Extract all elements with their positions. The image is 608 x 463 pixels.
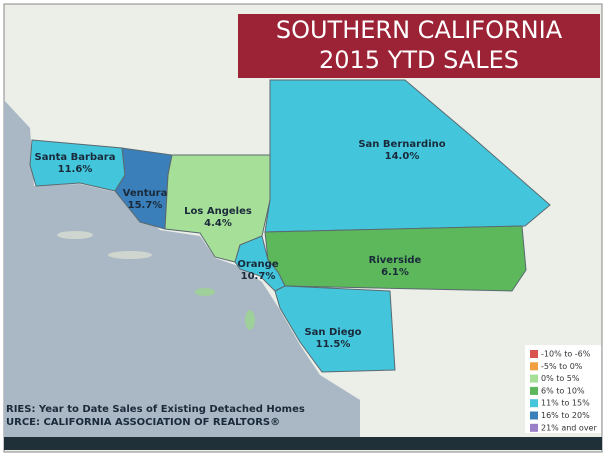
legend-swatch: [530, 386, 538, 395]
legend-label: -10% to -6%: [541, 350, 591, 359]
county-name: Los Angeles: [184, 206, 252, 217]
footer-text: URCE: CALIFORNIA ASSOCIATION OF REALTORS…: [6, 417, 280, 428]
footer-text: RIES: Year to Date Sales of Existing Det…: [6, 404, 305, 415]
county-value: 10.7%: [241, 271, 276, 282]
county-value: 11.6%: [58, 164, 93, 175]
legend-label: 0% to 5%: [541, 374, 580, 383]
county-name: Santa Barbara: [35, 152, 116, 163]
county-value: 4.4%: [204, 218, 232, 229]
title-box: [238, 14, 600, 78]
bottom-bar: [4, 437, 602, 450]
county-region: [274, 285, 396, 373]
county-value: 15.7%: [128, 200, 163, 211]
legend-swatch: [530, 423, 538, 432]
legend-label: 16% to 20%: [541, 411, 590, 420]
legend-swatch: [530, 362, 538, 371]
title: 2015 YTD SALES: [319, 46, 519, 74]
county-value: 11.5%: [316, 339, 351, 350]
legend-label: -5% to 0%: [541, 362, 583, 371]
county-name: San Diego: [304, 327, 361, 338]
island: [195, 288, 215, 296]
legend-label: 11% to 15%: [541, 399, 590, 408]
county-name: San Bernardino: [358, 139, 445, 150]
legend-swatch: [530, 399, 538, 408]
county-region: [264, 79, 551, 233]
county-value: 14.0%: [385, 151, 420, 162]
legend-swatch: [530, 374, 538, 383]
ocean: [4, 100, 360, 437]
legend-label: 21% and over: [541, 423, 597, 432]
legend-swatch: [530, 411, 538, 420]
island: [245, 310, 255, 330]
county-name: Riverside: [369, 255, 422, 266]
county-value: 6.1%: [381, 267, 409, 278]
legend-label: 6% to 10%: [541, 386, 585, 395]
island: [108, 251, 152, 259]
county-name: Ventura: [123, 188, 168, 199]
county-name: Orange: [237, 259, 278, 270]
legend-swatch: [530, 350, 538, 358]
island: [57, 231, 93, 239]
title: SOUTHERN CALIFORNIA: [276, 16, 563, 44]
